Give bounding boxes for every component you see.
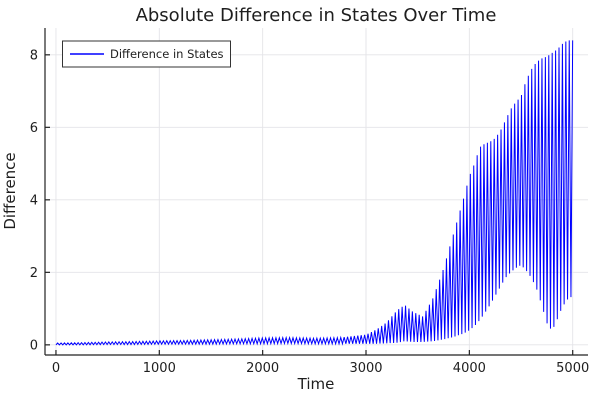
legend-entry-label: Difference in States <box>110 47 224 61</box>
x-tick-label: 3000 <box>349 361 382 376</box>
y-tick-label: 0 <box>30 338 38 353</box>
tick-marks <box>45 54 574 355</box>
x-tick-label: 2000 <box>246 361 279 376</box>
x-tick-label: 5000 <box>556 361 589 376</box>
chart-title: Absolute Difference in States Over Time <box>136 5 497 26</box>
x-tick-label: 0 <box>52 361 60 376</box>
y-axis-label: Difference <box>1 152 19 229</box>
x-tick-label: 1000 <box>143 361 176 376</box>
axes <box>44 28 588 356</box>
y-tick-label: 6 <box>30 121 38 136</box>
y-tick-label: 4 <box>30 193 38 208</box>
x-axis-label: Time <box>297 375 335 393</box>
difference-line <box>55 40 574 346</box>
y-tick-label: 2 <box>30 266 38 281</box>
tick-labels: 0 1000 2000 3000 4000 5000 0 2 4 6 8 <box>30 48 590 376</box>
y-tick-label: 8 <box>30 48 38 63</box>
legend: Difference in States <box>62 40 231 68</box>
x-tick-label: 4000 <box>453 361 486 376</box>
series-difference-in-states <box>55 40 574 346</box>
